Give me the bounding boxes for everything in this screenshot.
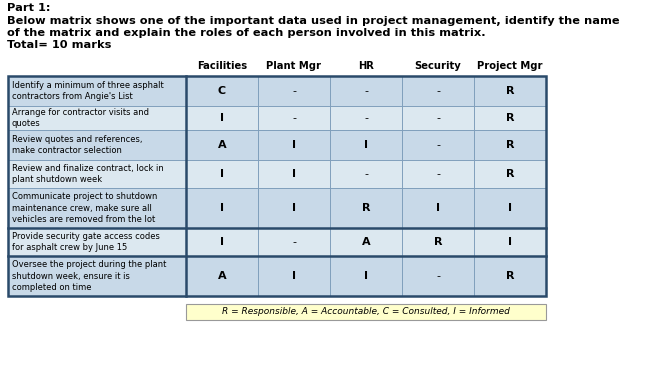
Text: -: -: [364, 169, 368, 179]
Bar: [258, 76, 330, 106]
Text: -: -: [436, 86, 440, 96]
Bar: [330, 160, 402, 188]
Text: A: A: [362, 237, 370, 247]
Bar: [186, 304, 546, 320]
Text: Part 1:: Part 1:: [7, 3, 50, 13]
Bar: [402, 76, 474, 106]
Text: Arrange for contractor visits and
quotes: Arrange for contractor visits and quotes: [12, 108, 149, 128]
Text: of the matrix and explain the roles of each person involved in this matrix.: of the matrix and explain the roles of e…: [7, 28, 486, 38]
Bar: [402, 160, 474, 188]
Bar: [8, 160, 186, 188]
Text: -: -: [436, 113, 440, 123]
Text: R: R: [433, 237, 442, 247]
Text: I: I: [508, 237, 512, 247]
Bar: [258, 188, 330, 228]
Text: -: -: [436, 169, 440, 179]
Bar: [8, 188, 186, 228]
Text: -: -: [364, 113, 368, 123]
Text: -: -: [292, 113, 296, 123]
Text: A: A: [218, 271, 226, 281]
Text: I: I: [364, 140, 368, 150]
Text: Plant Mgr: Plant Mgr: [267, 61, 321, 71]
Text: I: I: [220, 237, 224, 247]
Bar: [258, 228, 330, 256]
Bar: [330, 256, 402, 296]
Text: R: R: [506, 140, 514, 150]
Text: I: I: [508, 203, 512, 213]
Bar: [474, 106, 546, 130]
Bar: [402, 106, 474, 130]
Bar: [330, 188, 402, 228]
Bar: [186, 188, 258, 228]
Text: Oversee the project during the plant
shutdown week, ensure it is
completed on ti: Oversee the project during the plant shu…: [12, 260, 167, 292]
Text: HR: HR: [358, 61, 374, 71]
Bar: [474, 130, 546, 160]
Bar: [258, 256, 330, 296]
Text: Project Mgr: Project Mgr: [477, 61, 543, 71]
Bar: [8, 228, 186, 256]
Text: -: -: [436, 140, 440, 150]
Bar: [8, 106, 186, 130]
Text: Security: Security: [415, 61, 462, 71]
Text: I: I: [436, 203, 440, 213]
Text: I: I: [220, 203, 224, 213]
Bar: [186, 160, 258, 188]
Bar: [186, 256, 258, 296]
Text: Provide security gate access codes
for asphalt crew by June 15: Provide security gate access codes for a…: [12, 232, 160, 252]
Text: I: I: [220, 113, 224, 123]
Text: R: R: [506, 271, 514, 281]
Bar: [474, 228, 546, 256]
Bar: [402, 228, 474, 256]
Bar: [474, 256, 546, 296]
Bar: [474, 188, 546, 228]
Text: Review quotes and references,
make contractor selection: Review quotes and references, make contr…: [12, 135, 142, 155]
Bar: [186, 130, 258, 160]
Text: -: -: [436, 271, 440, 281]
Bar: [258, 106, 330, 130]
Bar: [330, 106, 402, 130]
Bar: [186, 106, 258, 130]
Text: Below matrix shows one of the important data used in project management, identif: Below matrix shows one of the important …: [7, 15, 620, 25]
Bar: [8, 130, 186, 160]
Bar: [8, 256, 186, 296]
Text: I: I: [364, 271, 368, 281]
Bar: [474, 76, 546, 106]
Bar: [8, 76, 186, 106]
Text: R: R: [506, 113, 514, 123]
Text: R: R: [506, 169, 514, 179]
Bar: [474, 160, 546, 188]
Text: I: I: [292, 271, 296, 281]
Bar: [330, 130, 402, 160]
Text: I: I: [292, 203, 296, 213]
Text: I: I: [292, 140, 296, 150]
Text: R = Responsible, A = Accountable, C = Consulted, I = Informed: R = Responsible, A = Accountable, C = Co…: [222, 308, 510, 317]
Bar: [402, 188, 474, 228]
Text: R: R: [506, 86, 514, 96]
Text: A: A: [218, 140, 226, 150]
Text: Facilities: Facilities: [197, 61, 247, 71]
Text: -: -: [292, 86, 296, 96]
Text: I: I: [220, 169, 224, 179]
Text: C: C: [218, 86, 226, 96]
Bar: [258, 130, 330, 160]
Bar: [186, 76, 258, 106]
Text: Communicate project to shutdown
maintenance crew, make sure all
vehicles are rem: Communicate project to shutdown maintena…: [12, 192, 157, 224]
Bar: [402, 130, 474, 160]
Text: -: -: [364, 86, 368, 96]
Bar: [8, 76, 546, 296]
Bar: [186, 228, 258, 256]
Text: Identify a minimum of three asphalt
contractors from Angie's List: Identify a minimum of three asphalt cont…: [12, 81, 164, 101]
Text: I: I: [292, 169, 296, 179]
Bar: [330, 76, 402, 106]
Bar: [258, 160, 330, 188]
Text: Review and finalize contract, lock in
plant shutdown week: Review and finalize contract, lock in pl…: [12, 164, 164, 184]
Text: R: R: [362, 203, 370, 213]
Bar: [402, 256, 474, 296]
Text: -: -: [292, 237, 296, 247]
Text: Total= 10 marks: Total= 10 marks: [7, 41, 112, 51]
Bar: [330, 228, 402, 256]
